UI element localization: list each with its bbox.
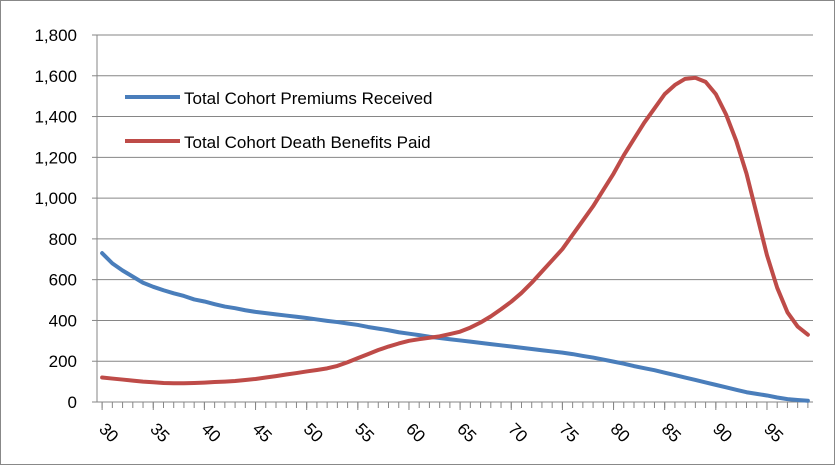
series-line <box>100 75 810 386</box>
y-tick-label: 0 <box>68 393 77 412</box>
y-tick-label: 1,000 <box>34 189 77 208</box>
legend-label: Total Cohort Death Benefits Paid <box>184 133 431 152</box>
y-tick-label: 1,800 <box>34 26 77 45</box>
legend-label: Total Cohort Premiums Received <box>184 89 432 108</box>
y-tick-label: 800 <box>49 230 77 249</box>
y-tick-label: 600 <box>49 271 77 290</box>
y-tick-label: 400 <box>49 311 77 330</box>
y-tick-label: 1,200 <box>34 148 77 167</box>
y-tick-label: 200 <box>49 352 77 371</box>
series-line <box>100 251 810 403</box>
y-tick-label: 1,400 <box>34 108 77 127</box>
y-tick-label: 1,600 <box>34 67 77 86</box>
